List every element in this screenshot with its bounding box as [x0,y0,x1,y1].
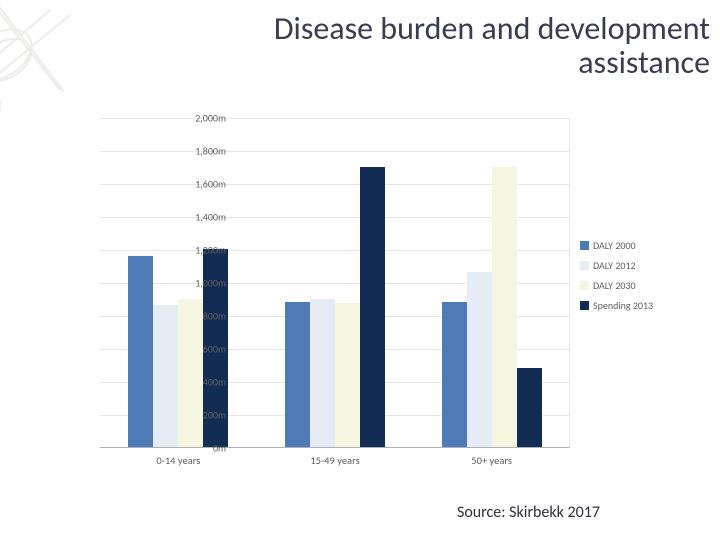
x-axis-label: 0-14 years [156,454,200,467]
y-axis-label: 800m [203,310,226,323]
bar-chart: DALY 2000 DALY 2012 DALY 2030 Spending 2013… [52,118,702,484]
bar-group [285,167,385,448]
bar [310,299,335,448]
bar-group [442,167,542,448]
chart-legend: DALY 2000 DALY 2012 DALY 2030 Spending 2013 [580,236,700,316]
legend-label: DALY 2000 [593,239,636,252]
gridline [100,118,569,119]
bar [442,302,467,447]
y-axis-label: 0m [213,442,226,455]
x-axis-label: 15-49 years [310,454,359,467]
gridline [100,151,569,152]
y-axis-label: 1,400m [195,211,226,224]
legend-swatch [580,261,589,270]
y-axis-label: 1,600m [195,178,226,191]
bar [285,302,310,447]
legend-item: DALY 2012 [580,256,700,274]
bar [492,167,517,448]
bar [335,303,360,447]
bar [517,368,542,447]
page-title: Disease burden and development assistanc… [185,12,710,79]
y-axis-label: 1,200m [195,244,226,257]
legend-swatch [580,301,589,310]
legend-item: DALY 2030 [580,276,700,294]
y-axis-label: 200m [203,409,226,422]
legend-item: Spending 2013 [580,296,700,314]
y-axis-label: 1,800m [195,145,226,158]
y-axis-label: 2,000m [195,112,226,125]
y-axis-label: 1,000m [195,277,226,290]
legend-item: DALY 2000 [580,236,700,254]
chart-source: Source: Skirbekk 2017 [457,503,600,522]
bar [153,305,178,447]
legend-label: DALY 2030 [593,279,636,292]
y-axis-label: 400m [203,376,226,389]
legend-label: DALY 2012 [593,259,636,272]
y-axis-label: 600m [203,343,226,356]
legend-swatch [580,281,589,290]
bar [128,256,153,447]
bar [467,272,492,447]
x-axis-label: 50+ years [471,454,512,467]
bar [178,299,203,448]
chart-plot-area [100,118,570,448]
legend-swatch [580,241,589,250]
legend-label: Spending 2013 [593,299,653,312]
bar [360,167,385,448]
